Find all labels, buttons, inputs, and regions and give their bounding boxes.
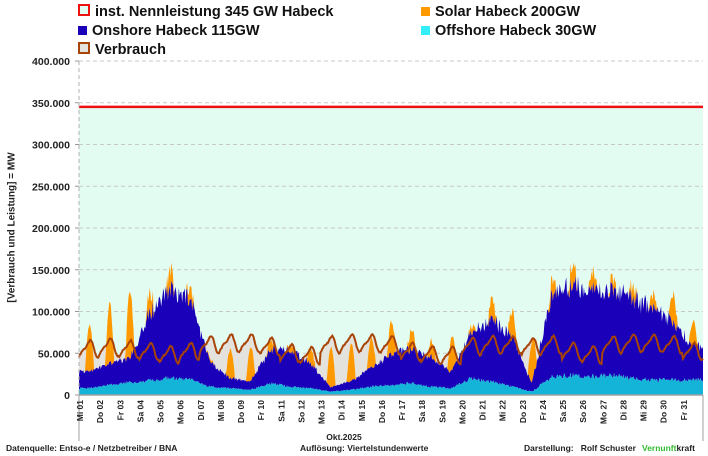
x-tick-label: Fr 10: [256, 400, 266, 421]
y-tick-label: 300.000: [32, 140, 70, 152]
onshore-area: [79, 275, 703, 392]
legend-swatch-solar: [421, 7, 430, 16]
x-tick-label: Di 21: [478, 400, 488, 421]
legend-swatch-onshore: [78, 26, 87, 35]
x-tick-label: Mo 06: [176, 400, 186, 424]
y-tick-label: 50.000: [38, 348, 70, 360]
consumption-line: [78, 333, 704, 366]
x-tick-label: Do 30: [659, 400, 669, 423]
x-tick-label: So 26: [578, 400, 588, 423]
y-tick-label: 350.000: [32, 98, 70, 110]
x-tick-label: Mi 01: [75, 400, 85, 422]
x-tick-label: So 12: [296, 400, 306, 423]
y-tick-label: 250.000: [32, 181, 70, 193]
y-tick-label: 150.000: [32, 265, 70, 277]
x-tick-label: Mo 13: [317, 400, 327, 424]
y-tick-label: 400.000: [32, 56, 70, 68]
offshore-area: [79, 372, 703, 395]
x-tick-label: Mi 15: [357, 400, 367, 422]
x-tick-label: Sa 25: [558, 400, 568, 422]
y-tick-label: 200.000: [32, 223, 70, 235]
x-tick-label: Do 16: [377, 400, 387, 423]
legend-swatch-capacity: [78, 4, 90, 16]
legend-item-solar: Solar Habeck 200GW: [421, 3, 580, 21]
x-tick-label: Fr 24: [538, 400, 548, 421]
x-tick-label: Fr 31: [679, 400, 689, 421]
x-tick-label: So 19: [437, 400, 447, 423]
legend-item-offshore: Offshore Habeck 30GW: [421, 22, 596, 40]
series-areas: [79, 262, 703, 395]
x-tick-label: Mo 27: [598, 400, 608, 424]
brand-logo-text: Vernunftkraft: [642, 443, 695, 453]
x-tick-label: Sa 04: [135, 400, 145, 422]
series-lines: [78, 105, 704, 366]
legend-label-offshore: Offshore Habeck 30GW: [435, 23, 597, 39]
legend-label-capacity: inst. Nennleistung 345 GW Habeck: [95, 4, 334, 20]
legend-label-consumption: Verbrauch: [95, 42, 166, 58]
legend-swatch-consumption: [78, 42, 90, 54]
legend-item-consumption: Verbrauch: [78, 41, 166, 59]
data-source: Datenquelle: Entso-e / Netzbetreiber / B…: [6, 443, 178, 453]
x-tick-label: Mi 29: [639, 400, 649, 422]
y-tick-label: 100.000: [32, 307, 70, 319]
legend-label-onshore: Onshore Habeck 115GW: [92, 23, 260, 39]
x-tick-label: Mi 22: [498, 400, 508, 422]
x-tick-label: Do 23: [518, 400, 528, 423]
legend-item-capacity: inst. Nennleistung 345 GW Habeck: [78, 3, 334, 21]
x-tick-label: Di 28: [618, 400, 628, 421]
x-tick-label: Fr 03: [115, 400, 125, 421]
legend-item-onshore: Onshore Habeck 115GW: [78, 22, 260, 40]
x-axis-title: Okt.2025: [326, 432, 362, 442]
x-tick-label: So 05: [156, 400, 166, 423]
x-tick-label: Di 14: [337, 400, 347, 421]
y-tick-label: 0: [64, 390, 70, 402]
solar-area: [79, 262, 703, 388]
legend-label-solar: Solar Habeck 200GW: [435, 4, 581, 20]
author-credit: Darstellung: Rolf Schuster: [524, 443, 636, 453]
y-axis-title: [Verbrauch und Leistung] = MW: [6, 152, 18, 303]
resolution-note: Auflösung: Viertelstundenwerte: [300, 443, 429, 453]
x-axis: Mi 01 Do 02 Fr 03 Sa 04 So 05 Mo 06 Di 07 Mi 08…: [75, 394, 704, 441]
x-tick-label: Mo 20: [457, 400, 467, 424]
x-tick-label: Sa 11: [276, 400, 286, 422]
x-tick-label: Fr 17: [397, 400, 407, 421]
brand-black: kraft: [676, 443, 695, 453]
x-tick-label: Di 07: [196, 400, 206, 421]
author-name: Rolf Schuster: [580, 443, 636, 453]
x-tick-label: Sa 18: [417, 400, 427, 422]
brand-green: Vernunft: [642, 443, 677, 453]
legend-swatch-offshore: [421, 26, 430, 35]
x-tick-label: Do 02: [95, 400, 105, 423]
author-prefix: Darstellung:: [524, 443, 574, 453]
x-tick-label: Do 09: [236, 400, 246, 423]
x-tick-label: Mi 08: [216, 400, 226, 422]
y-axis: 0 50.000 100.000 150.000 200.000 250.000 300.0…: [32, 56, 80, 402]
